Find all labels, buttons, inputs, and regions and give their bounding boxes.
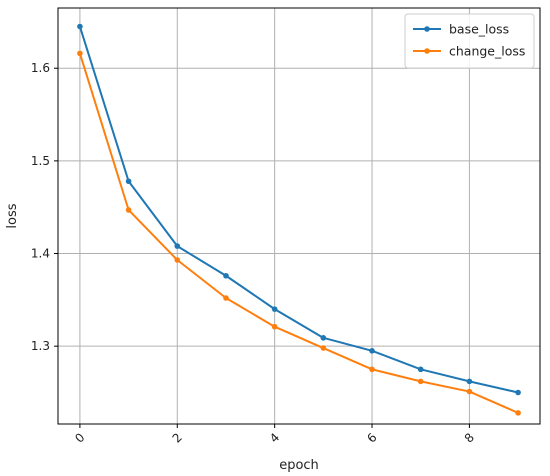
y-tick-label: 1.3 <box>31 339 50 353</box>
data-point-base_loss <box>174 243 181 249</box>
legend: base_loss change_loss <box>404 13 535 69</box>
data-point-change_loss <box>320 345 327 351</box>
legend-label: base_loss <box>449 22 509 37</box>
series-line-base_loss <box>78 26 519 394</box>
series-line-change_loss <box>78 53 519 414</box>
data-point-change_loss <box>515 410 521 416</box>
axis-labels: epoch loss <box>5 203 319 473</box>
data-point-base_loss <box>320 335 327 341</box>
series-change_loss <box>77 50 521 416</box>
x-axis-label: epoch <box>279 458 319 473</box>
legend-item: base_loss <box>413 22 509 37</box>
data-point-base_loss <box>369 348 375 354</box>
x-tick-label: 0 <box>72 430 87 445</box>
data-point-base_loss <box>125 178 132 185</box>
data-point-change_loss <box>417 378 424 385</box>
legend-swatch-marker <box>424 26 430 32</box>
data-point-change_loss <box>223 295 229 301</box>
y-tick-label: 1.4 <box>31 247 50 261</box>
data-point-change_loss <box>77 50 83 57</box>
y-tick-label: 1.6 <box>31 61 50 75</box>
x-tick-label: 8 <box>462 430 477 445</box>
legend-label: change_loss <box>449 44 525 59</box>
data-point-base_loss <box>77 23 83 30</box>
plot-frame <box>57 7 541 425</box>
data-point-base_loss <box>271 306 278 312</box>
data-point-change_loss <box>271 323 278 330</box>
grid <box>58 8 540 424</box>
data-point-base_loss <box>417 366 424 373</box>
series-layer <box>77 23 521 416</box>
legend-box <box>404 13 535 69</box>
y-axis-label: loss <box>5 203 20 228</box>
legend-swatch-marker <box>424 48 430 54</box>
legend-item: change_loss <box>413 44 525 59</box>
data-point-change_loss <box>174 257 181 263</box>
data-point-base_loss <box>515 389 521 396</box>
x-tick-label: 2 <box>170 430 185 445</box>
x-tick-label: 6 <box>364 430 379 445</box>
data-point-base_loss <box>223 272 229 279</box>
y-tick-label: 1.5 <box>31 154 50 168</box>
x-tick-label: 4 <box>267 430 282 445</box>
series-base_loss <box>77 23 521 396</box>
data-point-change_loss <box>369 366 375 373</box>
data-point-change_loss <box>125 207 132 213</box>
data-point-change_loss <box>466 388 473 395</box>
data-point-base_loss <box>466 378 473 385</box>
